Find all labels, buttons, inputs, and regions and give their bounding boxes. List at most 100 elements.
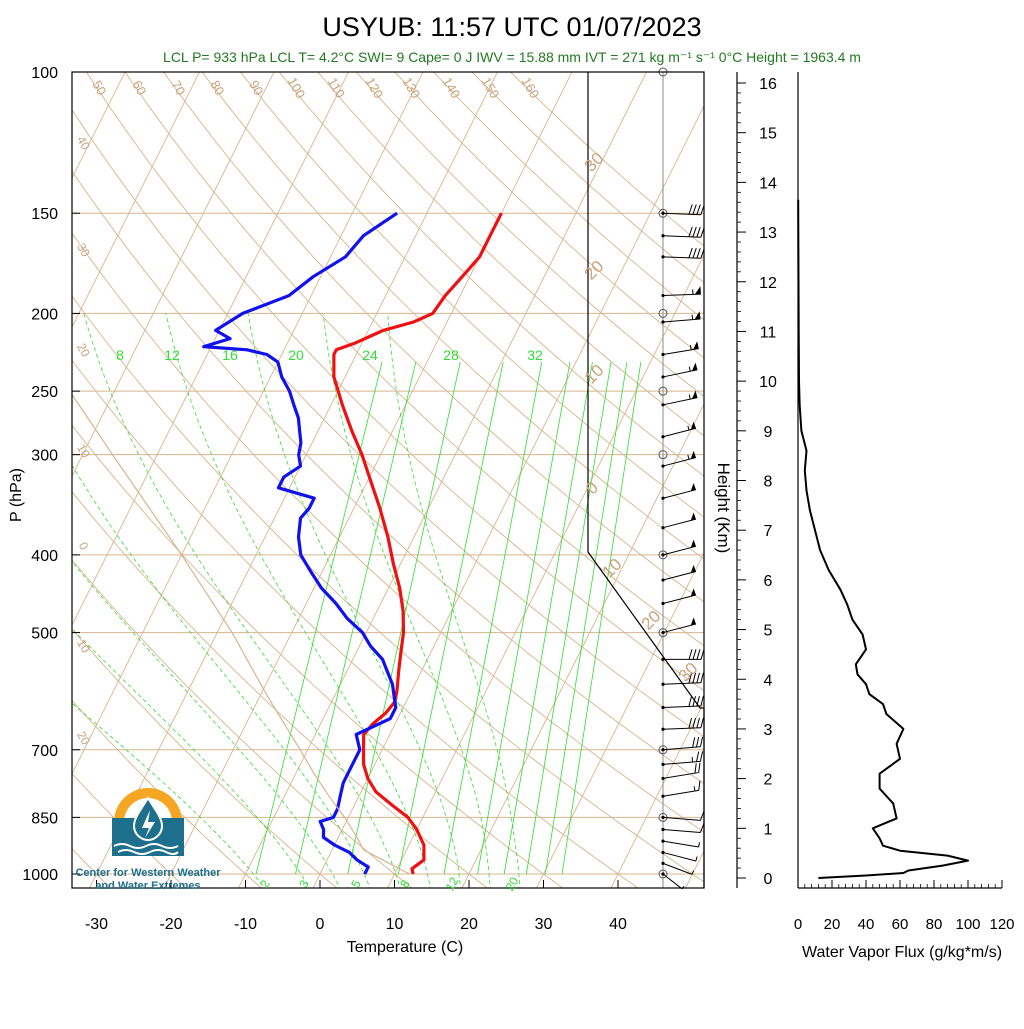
- height-tick-label: 2: [764, 772, 773, 789]
- adiabat-top-label: 160: [519, 75, 543, 101]
- logo-text-line2: and Water Extremes: [95, 880, 200, 892]
- y-tick-label: 200: [31, 306, 58, 323]
- y-tick-label: 250: [31, 384, 58, 401]
- dry-adiabat-line: [86, 72, 1020, 891]
- dry-adiabat-line: [0, 72, 416, 891]
- wind-barb-flag: [691, 512, 696, 520]
- x-tick-label: 10: [386, 916, 404, 933]
- y-axis-label: P (hPa): [8, 468, 25, 522]
- x-tick-label: 20: [460, 916, 478, 933]
- adiabat-left-label: 20: [74, 729, 93, 748]
- height-tick-label: 4: [764, 672, 773, 689]
- y-tick-label: 500: [31, 626, 58, 643]
- wind-barb-feather: [697, 649, 700, 659]
- x-axis-label: Temperature (C): [347, 939, 463, 956]
- adiabat-top-label: 120: [363, 75, 387, 101]
- wind-barb-feather: [693, 227, 696, 237]
- mixing-ratio-label: 12: [164, 347, 180, 363]
- wind-barb-shaft: [663, 790, 699, 796]
- dry-adiabat-line: [125, 72, 1024, 891]
- wind-barb-feather: [699, 763, 700, 773]
- mixing-ratio-line: [444, 362, 542, 874]
- wind-barb-feather: [693, 649, 696, 659]
- height-tick-label: 16: [759, 76, 777, 93]
- isotherm-right-label: 30: [581, 149, 608, 176]
- wind-barb-flag: [691, 617, 696, 625]
- x-tick-label: 30: [535, 916, 553, 933]
- mixing-ratio-bottom-label: 12: [443, 874, 462, 893]
- adiabat-left-label: 10: [74, 442, 93, 461]
- dry-adiabat-line: [0, 72, 718, 891]
- wind-barb-flag: [692, 363, 697, 371]
- adiabat-left-label: 30: [74, 241, 93, 260]
- x-tick-label: -20: [159, 916, 182, 933]
- height-axis-label: Height (Km): [714, 463, 733, 554]
- height-tick-label: 15: [759, 126, 777, 143]
- wind-barb-feather: [701, 718, 704, 728]
- mixing-ratio-line: [504, 362, 592, 874]
- mixing-ratio-line: [398, 362, 503, 874]
- water-vapor-flux-line: [798, 200, 968, 878]
- height-tick-label: 11: [760, 324, 777, 341]
- wind-barb-feather: [697, 718, 700, 728]
- wind-barb-half-feather: [689, 395, 690, 400]
- mixing-ratio-label: 32: [527, 347, 543, 363]
- info-line: LCL P= 933 hPa LCL T= 4.2°C SWI= 9 Cape=…: [163, 49, 861, 65]
- height-tick-label: 7: [764, 523, 773, 540]
- dry-adiabat-line: [0, 72, 340, 891]
- wind-barb-half-feather: [688, 455, 689, 459]
- dry-adiabat-line: [279, 72, 1024, 891]
- adiabat-left-label: 20: [74, 341, 93, 360]
- wind-barb-feather: [693, 737, 695, 747]
- wind-barb-shaft: [663, 490, 696, 499]
- wind-barb-flag: [691, 422, 696, 430]
- x-tick-label: 40: [609, 916, 627, 933]
- wind-barb-feather: [695, 763, 696, 773]
- wind-barb-feather: [701, 673, 704, 683]
- wind-barb-feather: [697, 248, 700, 258]
- dry-adiabat-line: [0, 72, 189, 891]
- flux-tick-label: 120: [989, 916, 1014, 933]
- wind-barb-shaft: [663, 236, 701, 237]
- adiabat-left-label: 10: [74, 637, 93, 656]
- height-tick-label: 1: [764, 821, 773, 838]
- dry-adiabat-line: [241, 72, 1024, 891]
- flux-tick-label: 20: [824, 916, 841, 933]
- wind-barb-shaft: [663, 728, 701, 729]
- wind-barb-half-feather: [699, 842, 700, 847]
- wind-barb-feather: [689, 649, 692, 659]
- wind-barb-feather: [689, 248, 692, 258]
- height-tick-label: 5: [764, 623, 773, 640]
- wind-barb-shaft: [663, 706, 701, 707]
- mixing-ratio-label: 20: [288, 347, 304, 363]
- height-tick-label: 14: [759, 175, 777, 192]
- chart-title: USYUB: 11:57 UTC 01/07/2023: [322, 12, 701, 42]
- wind-barb-feather: [700, 751, 702, 761]
- isotherm-right-label: 10: [599, 555, 626, 582]
- wind-barb-feather: [697, 227, 700, 237]
- x-tick-label: -30: [85, 916, 108, 933]
- logo: Center for Western Weather and Water Ext…: [75, 788, 221, 892]
- wind-barb-feather: [689, 696, 692, 706]
- adiabat-left-label: 0: [76, 540, 92, 553]
- flux-tick-label: 60: [892, 916, 909, 933]
- diagram-lines: [0, 35, 1024, 891]
- flux-tick-label: 0: [794, 916, 802, 933]
- flux-tick-label: 40: [858, 916, 875, 933]
- series-temperature-line: [334, 213, 502, 874]
- flux-tick-label: 100: [955, 916, 980, 933]
- wind-barb-flag: [691, 483, 696, 491]
- height-tick-label: 10: [759, 374, 777, 391]
- isotherm-right-label: 10: [581, 361, 608, 388]
- height-tick-label: 13: [759, 225, 777, 242]
- y-tick-label: 700: [31, 743, 58, 760]
- x-tick-label: -10: [234, 916, 257, 933]
- mixing-ratio-label: 28: [443, 347, 459, 363]
- isotherm-line: [684, 35, 1024, 891]
- wind-barb-feather: [699, 781, 700, 791]
- isotherm-right-label: 0: [582, 478, 602, 498]
- wind-barb-feather: [693, 248, 696, 258]
- flux-tick-label: 80: [926, 916, 943, 933]
- adiabat-top-label: 90: [246, 78, 266, 98]
